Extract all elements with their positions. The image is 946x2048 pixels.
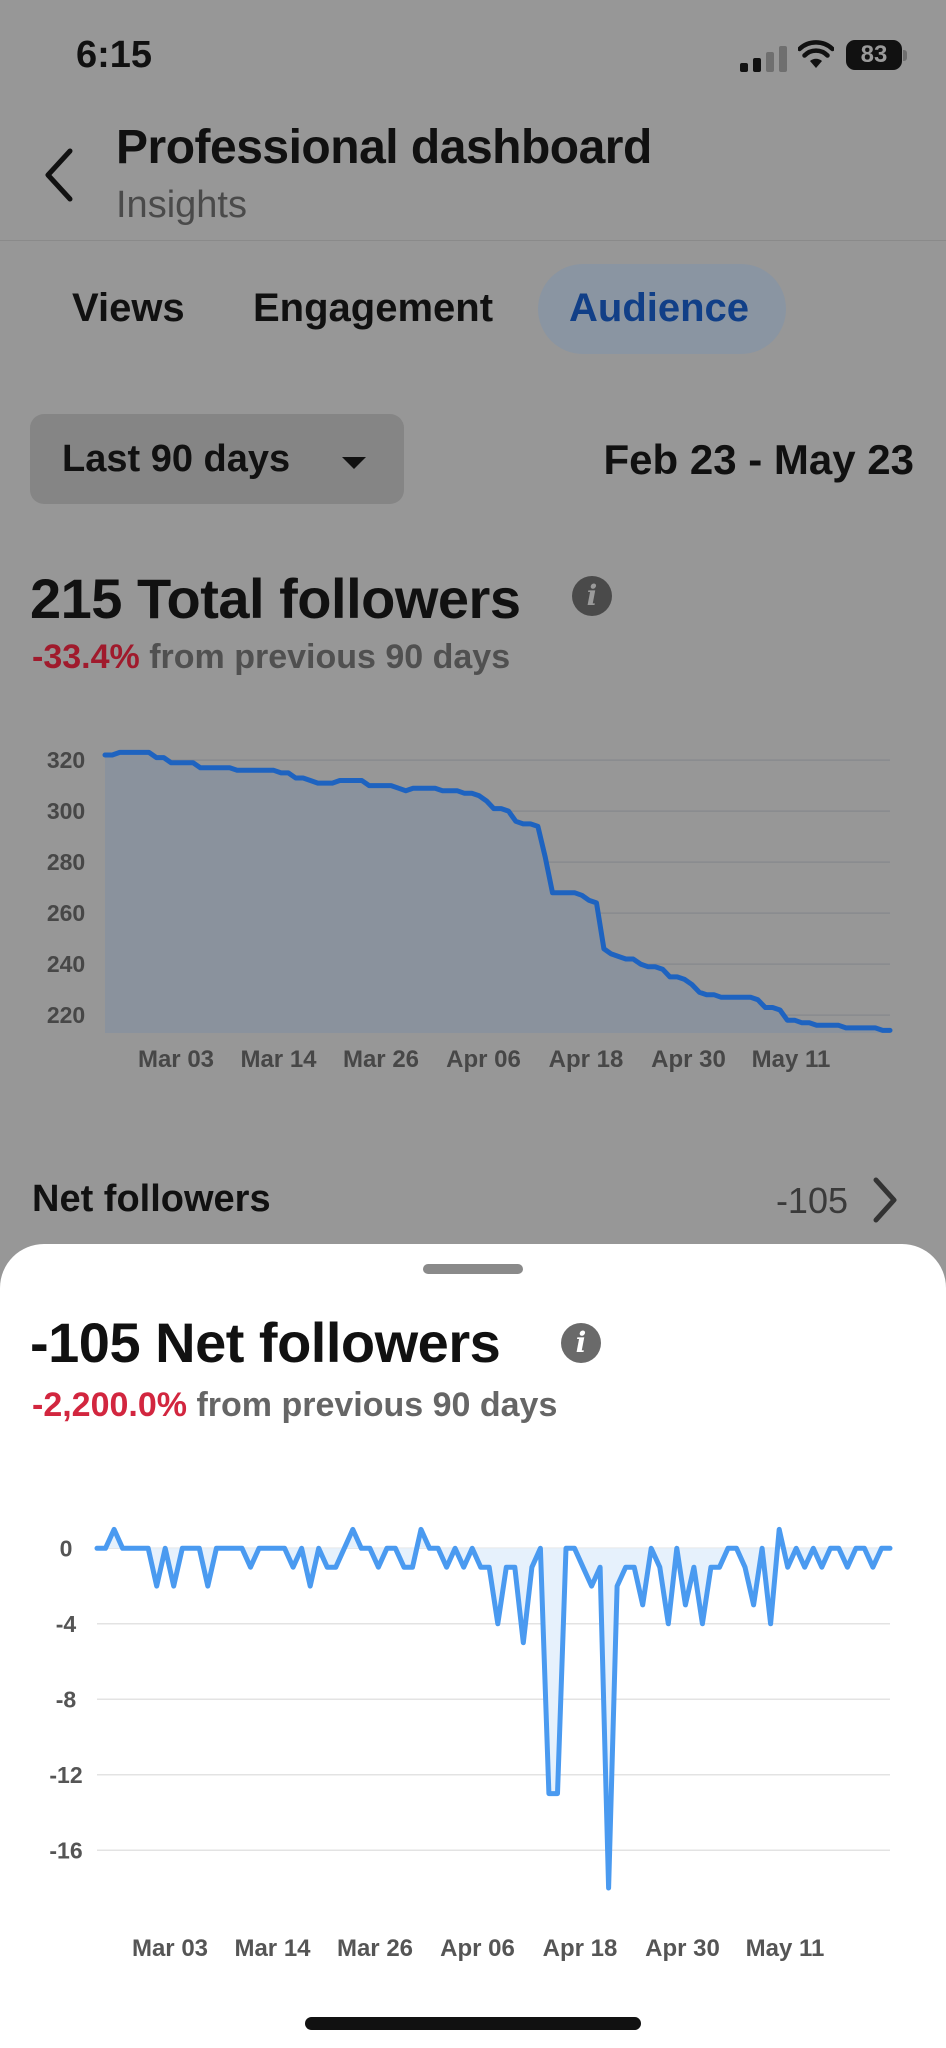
net-followers-change-text: from previous 90 days: [196, 1386, 558, 1424]
x-tick-label: Mar 03: [132, 1935, 208, 1962]
total-followers-change-text: from previous 90 days: [149, 638, 511, 676]
total-followers-chart: 320 300 280 260 240 220 Mar 03 Mar 14 Mar 26 Apr …: [47, 747, 893, 1073]
header-divider: [0, 240, 946, 241]
total-followers-headline: 215 Total followers: [30, 567, 521, 630]
total-followers-change: -33.4% from previous 90 days: [32, 638, 510, 677]
info-icon[interactable]: i: [572, 576, 612, 616]
wifi-icon: [798, 40, 834, 68]
x-tick-label: May 11: [746, 1935, 825, 1962]
y-tick-label: -4: [56, 1611, 77, 1637]
x-tick-label: Apr 18: [543, 1935, 618, 1962]
y-tick-label: -16: [49, 1837, 82, 1863]
x-tick-label: Mar 14: [240, 1046, 317, 1073]
y-tick-label: -12: [49, 1762, 82, 1788]
x-tick-label: Mar 03: [138, 1046, 214, 1073]
tab-views[interactable]: Views: [72, 286, 185, 330]
home-indicator[interactable]: [305, 2017, 641, 2030]
status-bar: 6:15 83: [0, 0, 946, 110]
y-tick-label: 300: [47, 798, 85, 824]
net-followers-row-label[interactable]: Net followers: [32, 1178, 271, 1220]
net-followers-change-value: -2,200.0%: [32, 1386, 187, 1424]
x-tick-label: Mar 14: [234, 1935, 311, 1962]
page-subtitle: Insights: [116, 184, 247, 226]
net-followers-change: -2,200.0% from previous 90 days: [32, 1386, 557, 1425]
x-tick-label: Apr 06: [446, 1046, 521, 1073]
y-tick-label: 260: [47, 900, 85, 926]
tab-audience[interactable]: Audience: [569, 286, 750, 330]
net-followers-sheet: [0, 1244, 946, 2048]
y-tick-label: -8: [56, 1686, 77, 1712]
y-tick-label: 0: [60, 1535, 73, 1561]
caret-down-icon: [342, 457, 366, 469]
sheet-drag-handle[interactable]: [423, 1264, 523, 1274]
y-tick-label: 320: [47, 747, 85, 773]
chevron-right-icon[interactable]: [870, 1176, 900, 1224]
x-tick-label: Apr 18: [549, 1046, 624, 1073]
net-followers-row-value: -105: [775, 1180, 848, 1221]
x-tick-label: Apr 30: [651, 1046, 726, 1073]
y-tick-label: 280: [47, 849, 85, 875]
y-tick-label: 220: [47, 1002, 85, 1028]
page-title: Professional dashboard: [116, 121, 652, 174]
x-tick-label: Apr 30: [645, 1935, 720, 1962]
series-area: [105, 752, 890, 1033]
info-icon[interactable]: i: [561, 1323, 601, 1363]
cellular-signal-icon: [740, 42, 787, 72]
battery-tip: [903, 50, 907, 61]
x-tick-label: Mar 26: [343, 1046, 419, 1073]
net-followers-headline: -105 Net followers: [30, 1311, 501, 1374]
y-tick-label: 240: [47, 951, 85, 977]
back-chevron-icon[interactable]: [40, 145, 80, 205]
date-range-text: Feb 23 - May 23: [603, 436, 914, 483]
battery-icon: 83: [846, 40, 902, 70]
date-range-dropdown-label: Last 90 days: [62, 438, 291, 480]
status-time: 6:15: [76, 34, 153, 76]
x-tick-label: Apr 06: [440, 1935, 515, 1962]
x-tick-label: Mar 26: [337, 1935, 413, 1962]
tab-engagement[interactable]: Engagement: [253, 286, 494, 330]
series-line: [94, 1526, 893, 1891]
date-range-dropdown[interactable]: [30, 414, 404, 504]
series-line: [102, 749, 893, 1033]
x-tick-label: May 11: [752, 1046, 831, 1073]
active-tab-highlight: [538, 264, 786, 354]
total-followers-change-value: -33.4%: [32, 638, 140, 676]
net-followers-chart: 0 -4 -8 -12 -16 Mar 03 Mar 14 Mar 26 Apr 06 Apr 1…: [49, 1526, 893, 1962]
